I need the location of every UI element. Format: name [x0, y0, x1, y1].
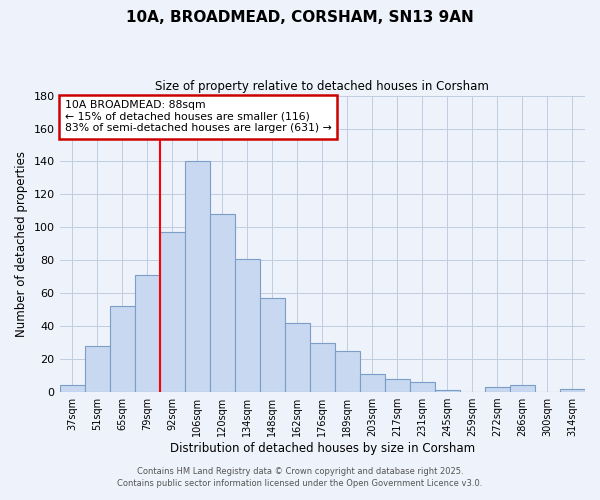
- Text: 10A, BROADMEAD, CORSHAM, SN13 9AN: 10A, BROADMEAD, CORSHAM, SN13 9AN: [126, 10, 474, 25]
- Bar: [209, 214, 235, 392]
- Bar: [235, 258, 260, 392]
- Bar: [59, 386, 85, 392]
- Bar: [134, 275, 160, 392]
- Bar: [510, 386, 535, 392]
- Bar: [310, 342, 335, 392]
- Bar: [85, 346, 110, 392]
- Bar: [185, 162, 209, 392]
- Bar: [485, 387, 510, 392]
- X-axis label: Distribution of detached houses by size in Corsham: Distribution of detached houses by size …: [170, 442, 475, 455]
- Bar: [335, 351, 360, 392]
- Bar: [285, 323, 310, 392]
- Y-axis label: Number of detached properties: Number of detached properties: [15, 151, 28, 337]
- Bar: [260, 298, 285, 392]
- Bar: [410, 382, 435, 392]
- Bar: [110, 306, 134, 392]
- Bar: [560, 389, 585, 392]
- Title: Size of property relative to detached houses in Corsham: Size of property relative to detached ho…: [155, 80, 489, 93]
- Text: 10A BROADMEAD: 88sqm
← 15% of detached houses are smaller (116)
83% of semi-deta: 10A BROADMEAD: 88sqm ← 15% of detached h…: [65, 100, 332, 133]
- Bar: [160, 232, 185, 392]
- Bar: [385, 379, 410, 392]
- Bar: [435, 390, 460, 392]
- Bar: [360, 374, 385, 392]
- Text: Contains HM Land Registry data © Crown copyright and database right 2025.
Contai: Contains HM Land Registry data © Crown c…: [118, 466, 482, 487]
